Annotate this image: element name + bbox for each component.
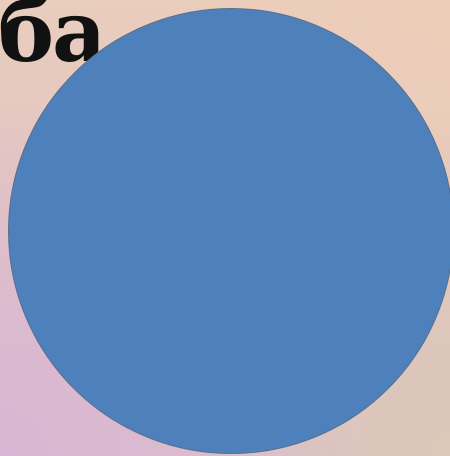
circle-shape — [8, 8, 450, 454]
